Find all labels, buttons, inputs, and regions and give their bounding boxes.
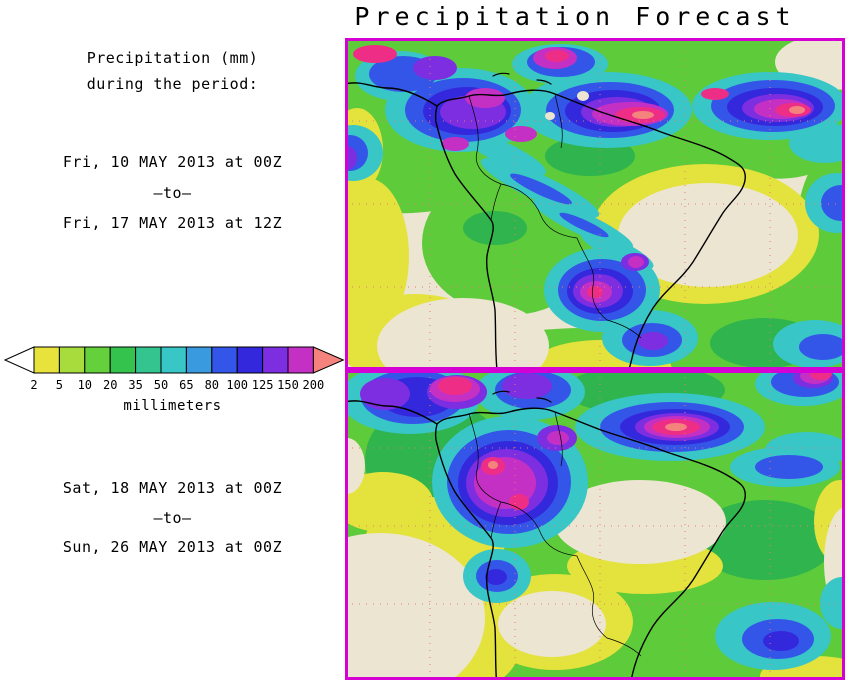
legend-tick-label: 35 [128, 378, 142, 392]
legend-color-segment [33, 346, 60, 374]
legend-tick-label: 200 [303, 378, 325, 392]
color-scale-svg: 2 5 10 20 35 50 65 80 100 125 150 200 [3, 346, 345, 392]
legend-unit-label: millimeters [123, 398, 222, 414]
legend-tick-label: 50 [154, 378, 168, 392]
legend-tick-label: 2 [30, 378, 37, 392]
legend-color-segment [236, 346, 264, 374]
legend-tick-label: 5 [56, 378, 63, 392]
legend-tick-label: 65 [179, 378, 193, 392]
legend-color-segment [287, 346, 314, 374]
legend-tick-label: 125 [252, 378, 274, 392]
legend-color-segment [109, 346, 137, 374]
period1-separator: –to– [153, 184, 192, 202]
period2-separator: –to– [153, 509, 192, 527]
legend-color-segment [84, 346, 111, 374]
legend-color-segment [262, 346, 289, 374]
map-frame-top [345, 38, 845, 370]
legend-color-segment [135, 346, 162, 374]
period2-start-date: Sat, 18 MAY 2013 at 00Z [62, 479, 283, 497]
forecast-map-period2 [345, 370, 845, 680]
legend-color-segment [211, 346, 238, 374]
forecast-map-bottom-svg [345, 370, 845, 680]
legend-color-segment [160, 346, 187, 374]
legend-tick-label: 10 [78, 378, 92, 392]
legend-underflow-arrow [3, 346, 35, 374]
legend-heading-line2: during the period: [86, 75, 259, 93]
forecast-map-period1 [345, 38, 845, 370]
precip-shading-top [345, 38, 845, 370]
page-title: Precipitation Forecast [354, 2, 796, 31]
forecast-map-top-svg [345, 38, 845, 370]
period2-end-date: Sun, 26 MAY 2013 at 00Z [62, 538, 283, 556]
legend-tick-label: 100 [226, 378, 248, 392]
legend-tick-label: 150 [277, 378, 299, 392]
grid-lines-bottom [345, 370, 845, 680]
legend-color-segment [58, 346, 86, 374]
period1-start-date: Fri, 10 MAY 2013 at 00Z [62, 153, 283, 171]
legend-overflow-arrow [312, 346, 345, 374]
legend-tick-label: 20 [103, 378, 117, 392]
period1-end-date: Fri, 17 MAY 2013 at 12Z [62, 214, 283, 232]
precip-shading-bottom [345, 370, 845, 680]
legend-color-segment [185, 346, 213, 374]
legend-tick-label: 80 [205, 378, 219, 392]
legend-heading-line1: Precipitation (mm) [86, 49, 259, 67]
color-scale-legend: 2 5 10 20 35 50 65 80 100 125 150 200 [3, 345, 345, 395]
map-frame-bottom [345, 370, 845, 680]
